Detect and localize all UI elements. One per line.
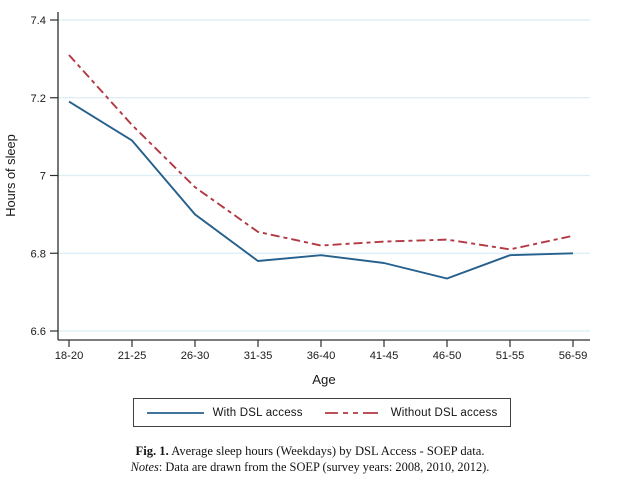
x-tick-label: 56-59 [559, 350, 588, 362]
figure-notes-label: Notes [130, 459, 159, 474]
y-tick-label: 7.2 [30, 93, 46, 105]
x-tick-label: 18-20 [55, 350, 84, 362]
figure-caption-text: Average sleep hours (Weekdays) by DSL Ac… [171, 444, 485, 458]
series-line-without-dsl [68, 54, 574, 251]
x-tick-label: 21-25 [118, 350, 147, 362]
figure-caption-label: Fig. 1. [135, 444, 169, 458]
y-tick-label: 6.6 [30, 326, 46, 338]
y-axis-title: Hours of sleep [3, 134, 18, 217]
y-tick-label: 7 [40, 171, 46, 183]
chart-legend: With DSL access Without DSL access [133, 398, 511, 427]
figure-caption: Fig. 1. Average sleep hours (Weekdays) b… [0, 444, 620, 460]
legend-item-with-dsl: With DSL access [146, 406, 303, 419]
sleep-chart-svg: 7.4 7.2 7 6.8 6.6 18-20 21-25 26-30 31-35 36-40 41… [3, 12, 590, 387]
legend-line-dashed-icon [324, 411, 382, 414]
x-tick-label: 41-45 [370, 350, 399, 362]
x-tick-label: 31-35 [244, 350, 273, 362]
caption-block: Fig. 1. Average sleep hours (Weekdays) b… [0, 444, 620, 475]
figure-notes-text: : Data are drawn from the SOEP (survey y… [158, 459, 490, 474]
y-tick-label: 6.8 [30, 248, 46, 260]
x-axis-title: Age [312, 372, 335, 387]
figure-notes: Notes: Data are drawn from the SOEP (sur… [0, 460, 620, 476]
y-tick-label: 7.4 [30, 15, 46, 27]
legend-label-without-dsl: Without DSL access [390, 406, 498, 419]
legend-item-without-dsl: Without DSL access [324, 406, 498, 419]
series-line-with-dsl [68, 100, 574, 280]
x-tick-label: 51-55 [496, 350, 525, 362]
x-tick-label: 46-50 [433, 350, 462, 362]
legend-label-with-dsl: With DSL access [212, 406, 303, 419]
legend-line-solid-icon [146, 411, 204, 414]
x-tick-label: 36-40 [307, 350, 336, 362]
x-tick-label: 26-30 [181, 350, 210, 362]
